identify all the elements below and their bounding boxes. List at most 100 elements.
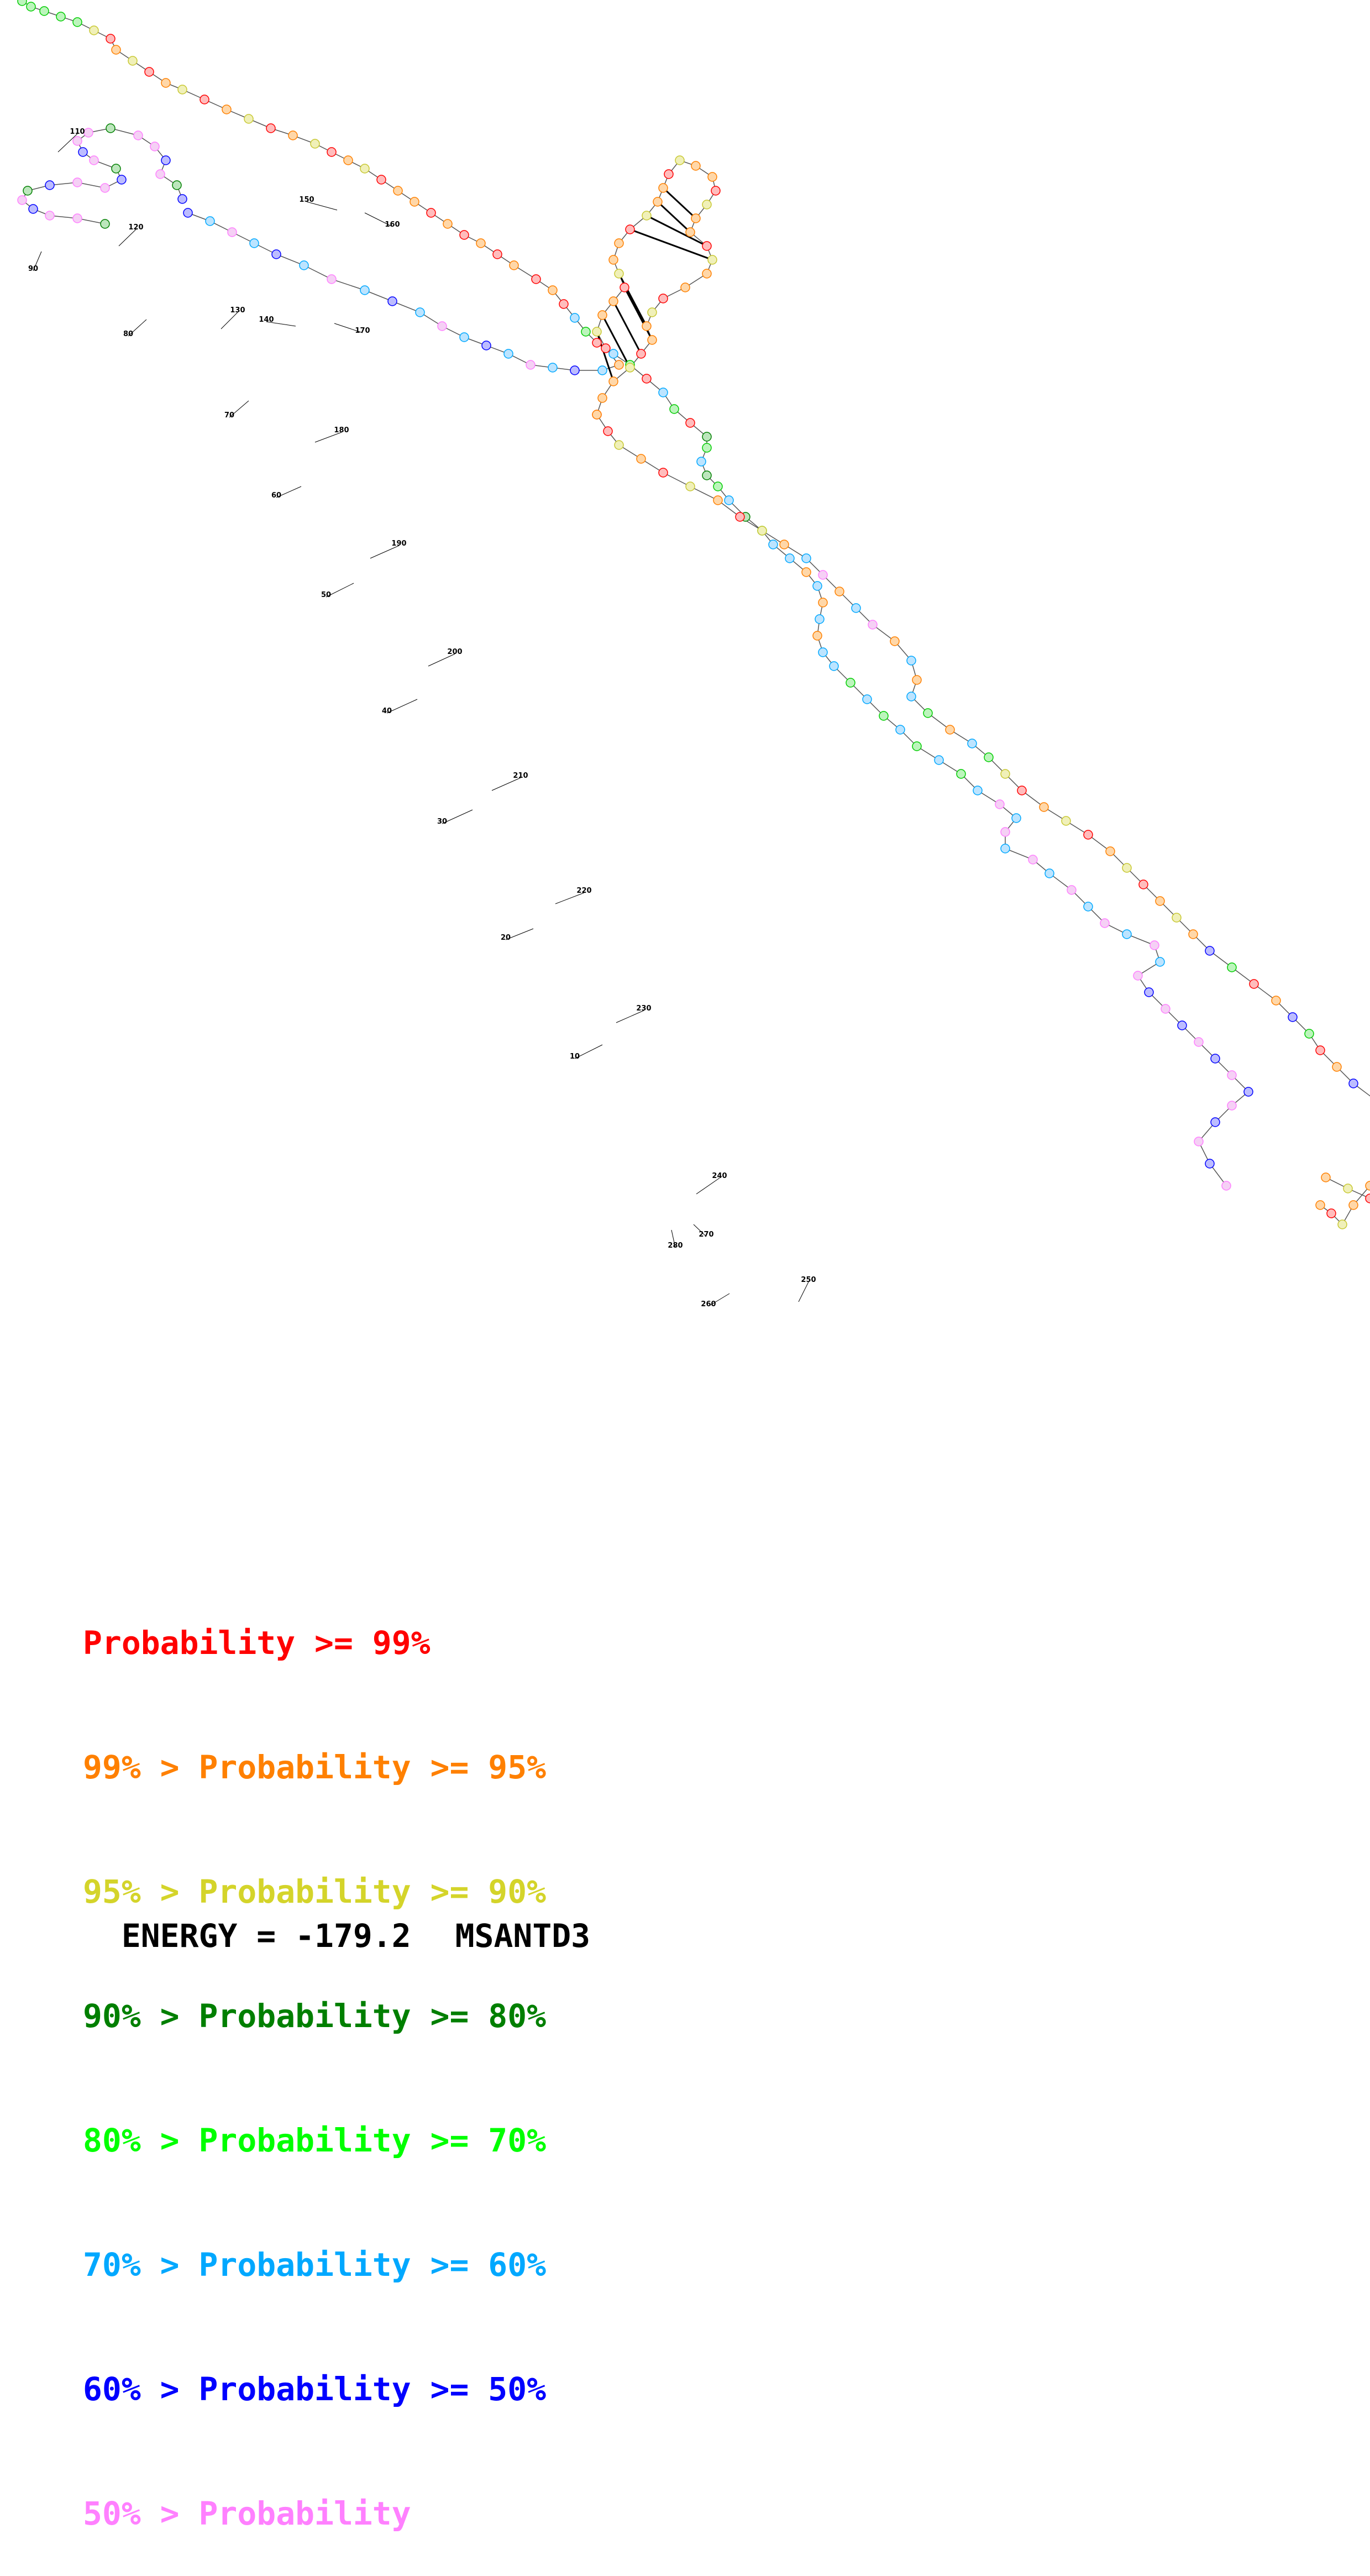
nucleotide xyxy=(45,180,55,190)
nucleotide xyxy=(608,349,618,359)
nucleotide xyxy=(410,197,419,207)
nucleotide xyxy=(592,327,602,337)
nucleotide xyxy=(299,260,309,270)
nucleotide xyxy=(1155,896,1165,906)
label-leader-line xyxy=(118,229,137,247)
nucleotide xyxy=(570,365,580,375)
base-pair-line xyxy=(612,301,642,354)
nucleotide xyxy=(56,12,66,22)
nucleotide xyxy=(945,725,955,735)
nucleotide xyxy=(1210,1054,1220,1064)
nucleotide xyxy=(1205,946,1215,956)
nucleotide xyxy=(1044,868,1054,878)
nucleotide xyxy=(1133,971,1143,981)
molecule-name: MSANTD3 xyxy=(455,1917,591,1955)
legend-text: Probability >= 60% xyxy=(198,2246,547,2284)
legend-row-2: 99% > Probability >= 95% xyxy=(83,1747,546,1788)
nucleotide xyxy=(1083,830,1093,840)
nucleotide xyxy=(343,155,353,165)
nucleotide xyxy=(642,211,652,221)
label-leader-line xyxy=(798,1281,809,1302)
nucleotide xyxy=(271,249,281,259)
position-label: 10 xyxy=(570,1053,580,1061)
base-pair-lines xyxy=(596,187,1370,1198)
nucleotide xyxy=(227,227,237,237)
nucleotide xyxy=(531,274,541,284)
nucleotide xyxy=(1271,996,1281,1006)
nucleotide xyxy=(592,338,602,348)
nucleotide xyxy=(23,186,33,196)
nucleotide xyxy=(1017,786,1027,795)
nucleotide xyxy=(570,313,580,323)
nucleotide xyxy=(818,570,828,580)
nucleotide xyxy=(1326,1208,1336,1218)
nucleotide xyxy=(757,526,767,536)
nucleotide xyxy=(658,388,668,397)
probability-legend: Probability >= 99% 99% > Probability >= … xyxy=(83,1540,546,2576)
nucleotide xyxy=(1028,855,1038,865)
nucleotide xyxy=(956,769,966,779)
legend-prefix: 50% > xyxy=(83,2495,199,2532)
nucleotide xyxy=(625,224,635,234)
nucleotide xyxy=(26,2,36,12)
legend-row-8: 50% > Probability xyxy=(83,2493,546,2535)
legend-prefix: 99% > xyxy=(83,1748,199,1786)
nucleotide xyxy=(1122,863,1132,873)
nucleotide xyxy=(691,213,701,223)
nucleotide xyxy=(653,197,663,207)
nucleotide xyxy=(1243,1087,1253,1097)
nucleotide xyxy=(702,241,712,251)
nucleotide xyxy=(608,255,618,265)
nucleotide xyxy=(1083,902,1093,912)
nucleotide xyxy=(509,260,519,270)
nucleotide xyxy=(476,238,486,248)
label-leader-line xyxy=(555,892,585,904)
nucleotide xyxy=(647,307,657,317)
nucleotide xyxy=(1011,813,1021,823)
position-label: 210 xyxy=(513,772,528,780)
nucleotide xyxy=(559,299,569,309)
base-pair-line xyxy=(618,273,648,327)
nucleotide xyxy=(801,553,811,563)
nucleotide xyxy=(128,56,138,66)
base-pair-line xyxy=(662,187,697,219)
nucleotide xyxy=(724,495,734,505)
base-pair-line xyxy=(657,201,691,233)
nucleotide xyxy=(376,175,386,185)
nucleotide xyxy=(106,34,116,44)
base-pair-line xyxy=(629,228,713,261)
legend-row-7: 60% > Probability >= 50% xyxy=(83,2369,546,2410)
nucleotide xyxy=(1188,929,1198,939)
nucleotide xyxy=(735,512,745,522)
nucleotide xyxy=(155,169,165,179)
nucleotide xyxy=(415,307,425,317)
nucleotide xyxy=(288,130,298,140)
nucleotide xyxy=(183,208,193,218)
nucleotide xyxy=(72,213,82,223)
nucleotide xyxy=(83,128,93,138)
nucleotide xyxy=(702,432,712,442)
nucleotide xyxy=(200,95,209,104)
nucleotide xyxy=(17,195,27,205)
nucleotide xyxy=(636,454,646,464)
position-label: 90 xyxy=(28,265,38,273)
nucleotide xyxy=(1144,987,1154,997)
nucleotide xyxy=(581,327,591,337)
nucleotide xyxy=(327,147,337,157)
label-leader-line xyxy=(708,1293,730,1307)
nucleotide xyxy=(658,294,668,303)
nucleotide xyxy=(1105,846,1115,856)
nucleotide xyxy=(492,249,502,259)
nucleotide xyxy=(360,285,370,295)
nucleotide xyxy=(702,470,712,480)
position-label: 140 xyxy=(259,316,274,324)
nucleotide xyxy=(39,6,49,16)
nucleotide xyxy=(266,123,276,133)
nucleotide xyxy=(244,114,254,124)
nucleotide xyxy=(707,255,717,265)
nucleotide xyxy=(669,404,679,414)
legend-row-3: 95% > Probability >= 90% xyxy=(83,1871,546,1913)
label-leader-line xyxy=(57,133,78,153)
legend-row-5: 80% > Probability >= 70% xyxy=(83,2120,546,2161)
legend-prefix: 70% > xyxy=(83,2246,199,2284)
